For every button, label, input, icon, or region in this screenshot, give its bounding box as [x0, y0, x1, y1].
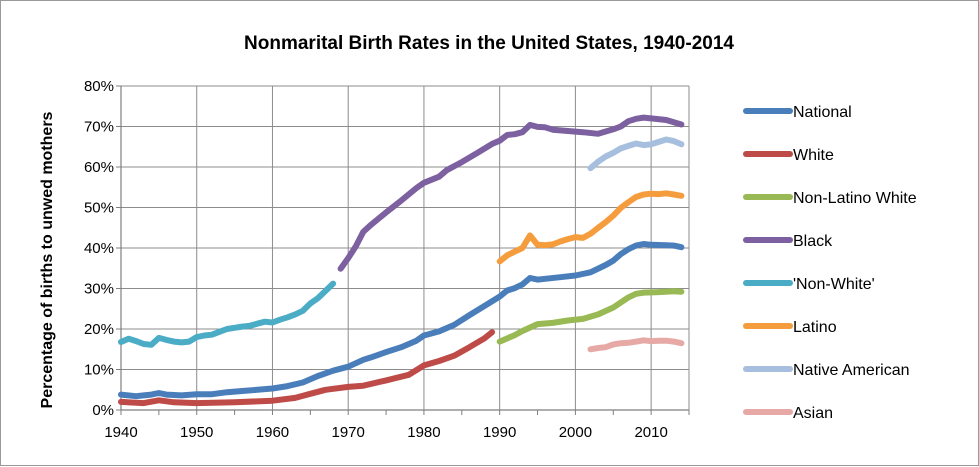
x-tick-label: 1940	[104, 424, 137, 441]
x-tick-label: 2010	[634, 424, 667, 441]
y-tick-label: 60%	[84, 159, 114, 176]
series-line-black	[337, 114, 685, 272]
y-tick-label: 0%	[92, 402, 114, 419]
y-axis-label: Percentage of births to unwed mothers	[39, 111, 56, 408]
series-line-national	[118, 241, 685, 400]
series-line-asian	[587, 337, 685, 353]
series-line-latino	[496, 190, 685, 265]
series-lines	[118, 114, 685, 407]
legend-label: National	[793, 104, 852, 121]
y-tick-label: 40%	[84, 240, 114, 257]
y-tick-label: 30%	[84, 281, 114, 298]
x-tick-label: 1970	[332, 424, 365, 441]
legend-label: Native American	[793, 362, 910, 379]
y-tick-label: 80%	[84, 78, 114, 95]
y-tick-label: 20%	[84, 321, 114, 338]
gridlines	[120, 85, 690, 411]
series-line-white	[118, 329, 496, 407]
x-tick-label: 1960	[256, 424, 289, 441]
legend-label: Asian	[793, 405, 833, 422]
series-line-non-latino-white	[496, 288, 685, 345]
legend-label: White	[793, 147, 834, 164]
axes: 0% 10% 20% 30% 40% 50% 60% 70% 80% 1940 1950 1960 19…	[84, 78, 690, 441]
x-tick-label: 1950	[180, 424, 213, 441]
y-tick-label: 10%	[84, 362, 114, 379]
x-tick-label: 1990	[483, 424, 516, 441]
series-line-non-white	[118, 280, 337, 348]
x-tick-label: 1980	[407, 424, 440, 441]
y-tick-label: 50%	[84, 200, 114, 217]
series-line-native-american	[587, 136, 685, 172]
chart-title: Nonmarital Birth Rates in the United Sta…	[244, 33, 734, 54]
legend-label: 'Non-White'	[793, 276, 875, 293]
legend-label: Black	[793, 233, 833, 250]
legend-label: Non-Latino White	[793, 190, 917, 207]
x-tick-label: 2000	[559, 424, 592, 441]
legend-label: Latino	[793, 319, 837, 336]
legend: National White Non-Latino White Black 'Non-W…	[743, 104, 917, 422]
y-tick-label: 70%	[84, 119, 114, 136]
